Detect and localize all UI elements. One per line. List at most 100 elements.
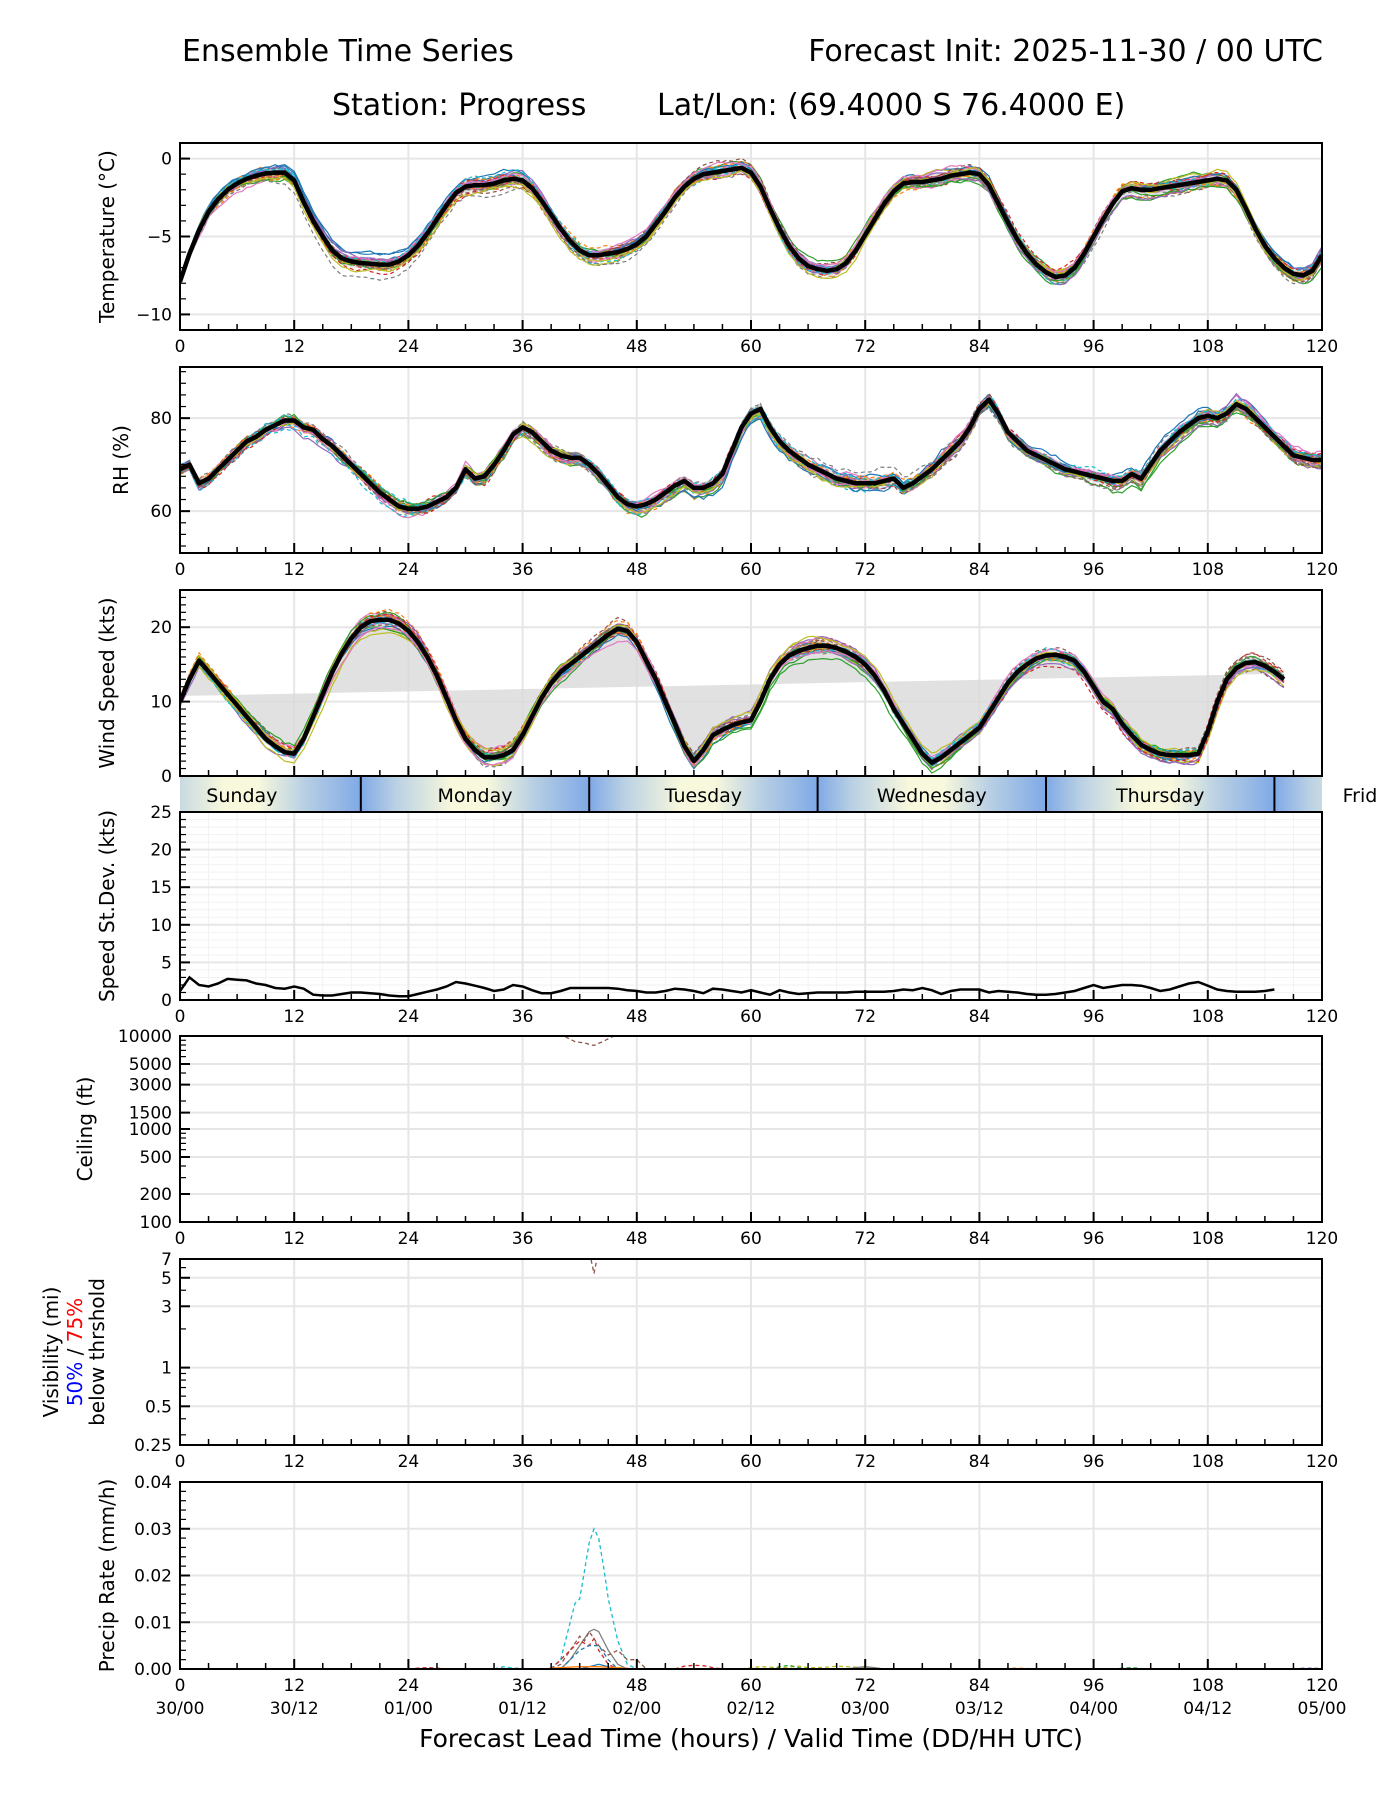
ensemble-member-line — [180, 613, 1285, 764]
x-tick-label-valid-time: 02/12 — [727, 1699, 776, 1719]
y-axis-label: Visibility (mi) — [39, 1287, 63, 1418]
x-tick-label: 24 — [398, 337, 420, 357]
x-tick-label: 108 — [1192, 1676, 1224, 1696]
x-tick-label: 24 — [398, 560, 420, 580]
x-tick-label: 96 — [1083, 560, 1105, 580]
x-tick-label: 12 — [283, 560, 305, 580]
y-tick-label: 7 — [161, 1250, 172, 1270]
y-axis-label: Wind Speed (kts) — [95, 597, 119, 768]
x-tick-label-valid-time: 05/00 — [1298, 1699, 1347, 1719]
title-left: Ensemble Time Series — [182, 34, 514, 69]
y-tick-label: 0.01 — [134, 1613, 172, 1633]
ensemble-member-line — [741, 1665, 875, 1669]
y-tick-label: 0.02 — [134, 1567, 172, 1587]
ensemble-member-line — [493, 1527, 638, 1669]
plot-area — [180, 157, 1322, 288]
ensemble-member-line — [565, 1036, 614, 1047]
plot-area — [180, 608, 1286, 774]
y-tick-label: 0.00 — [134, 1660, 172, 1680]
x-tick-label: 0 — [175, 1007, 186, 1027]
x-tick-label: 24 — [398, 1229, 420, 1249]
x-tick-label-valid-time: 01/00 — [384, 1699, 433, 1719]
y-tick-label: 0.5 — [145, 1397, 172, 1417]
y-tick-label: 10 — [150, 916, 172, 936]
y-tick-label: −10 — [136, 305, 172, 325]
x-tick-label: 0 — [175, 1452, 186, 1472]
panel-precip-rate: 0 12 24 36 48 60 72 84 96 108 120 30/00 30/12 01/00 01… — [95, 1473, 1347, 1753]
x-tick-label: 24 — [398, 1676, 420, 1696]
x-tick-label: 96 — [1083, 1452, 1105, 1472]
ensemble-member-line — [560, 1644, 619, 1669]
y-tick-label: 0 — [161, 150, 172, 170]
y-tick-label: 3 — [161, 1297, 172, 1317]
x-tick-label: 60 — [740, 1676, 762, 1696]
vis-75-label: 75% — [63, 1298, 87, 1342]
x-tick-label: 0 — [175, 1676, 186, 1696]
subtitle-latlon: Lat/Lon: (69.4000 S 76.4000 E) — [657, 88, 1126, 123]
x-tick-label: 72 — [854, 1676, 876, 1696]
ensemble-member-line — [541, 1666, 637, 1669]
x-tick-label: 48 — [626, 337, 648, 357]
x-tick-label-valid-time: 03/00 — [841, 1699, 890, 1719]
x-tick-label: 48 — [626, 1229, 648, 1249]
day-label: Sunday — [206, 785, 277, 807]
y-tick-label: 10 — [150, 693, 172, 713]
plot-area — [180, 975, 1275, 998]
x-tick-label: 12 — [283, 1007, 305, 1027]
x-tick-label: 72 — [854, 560, 876, 580]
ensemble-member-line — [180, 166, 1322, 282]
x-axis-label: Forecast Lead Time (hours) / Valid Time … — [419, 1724, 1083, 1753]
plot-area — [565, 1036, 614, 1047]
x-tick-label: 108 — [1192, 1229, 1224, 1249]
y-tick-label: 100 — [140, 1213, 172, 1233]
title-right: Forecast Init: 2025-11-30 / 00 UTC — [808, 34, 1323, 69]
x-tick-label: 0 — [175, 1229, 186, 1249]
x-tick-label: 120 — [1306, 1007, 1338, 1027]
x-tick-label: 84 — [969, 1229, 991, 1249]
day-label: Wednesday — [877, 785, 987, 807]
x-tick-label: 36 — [512, 1007, 534, 1027]
x-tick-label: 60 — [740, 337, 762, 357]
ensemble-mean-line — [180, 165, 1322, 283]
x-tick-label: 48 — [626, 560, 648, 580]
x-tick-label: 120 — [1306, 337, 1338, 357]
y-tick-label: 20 — [150, 618, 172, 638]
x-tick-label: 36 — [512, 560, 534, 580]
x-tick-label: 108 — [1192, 337, 1224, 357]
day-segment — [1046, 777, 1275, 811]
x-tick-label: 72 — [854, 1452, 876, 1472]
y-axis-label: Precip Rate (mm/h) — [95, 1479, 119, 1673]
plot-area — [408, 1527, 1322, 1669]
x-tick-label: 36 — [512, 1676, 534, 1696]
x-tick-label-valid-time: 30/12 — [270, 1699, 319, 1719]
y-tick-label: 5 — [161, 953, 172, 973]
x-tick-label-valid-time: 04/12 — [1183, 1699, 1232, 1719]
ensemble-member-line — [180, 402, 1322, 510]
x-tick-label: 0 — [175, 560, 186, 580]
day-segment — [589, 777, 818, 811]
x-tick-label: 72 — [854, 1229, 876, 1249]
ensemble-member-line — [180, 613, 1285, 765]
panel-visibility: 0 12 24 36 48 60 72 84 96 108 120 75 3 1 0.5 0.25 Visibi… — [39, 1250, 1338, 1472]
x-tick-label: 36 — [512, 337, 534, 357]
day-band: Sunday Monday Tuesday Wednesday Thursday Frid — [180, 777, 1377, 811]
x-tick-label: 24 — [398, 1452, 420, 1472]
day-label: Thursday — [1115, 785, 1204, 807]
x-tick-label-valid-time: 04/00 — [1069, 1699, 1118, 1719]
y-tick-label: 20 — [150, 841, 172, 861]
y-tick-label: 0.03 — [134, 1520, 172, 1540]
plot-area — [180, 392, 1322, 519]
x-tick-label: 24 — [398, 1007, 420, 1027]
x-tick-label-valid-time: 01/12 — [498, 1699, 547, 1719]
x-tick-label: 72 — [854, 337, 876, 357]
x-tick-label: 48 — [626, 1007, 648, 1027]
day-segment — [817, 777, 1047, 811]
day-segment — [180, 777, 361, 811]
y-tick-label: 1500 — [129, 1104, 172, 1124]
x-tick-label: 120 — [1306, 1676, 1338, 1696]
x-tick-label: 12 — [283, 1452, 305, 1472]
y-axis-label: Ceiling (ft) — [73, 1077, 97, 1182]
y-tick-label: 200 — [140, 1185, 172, 1205]
